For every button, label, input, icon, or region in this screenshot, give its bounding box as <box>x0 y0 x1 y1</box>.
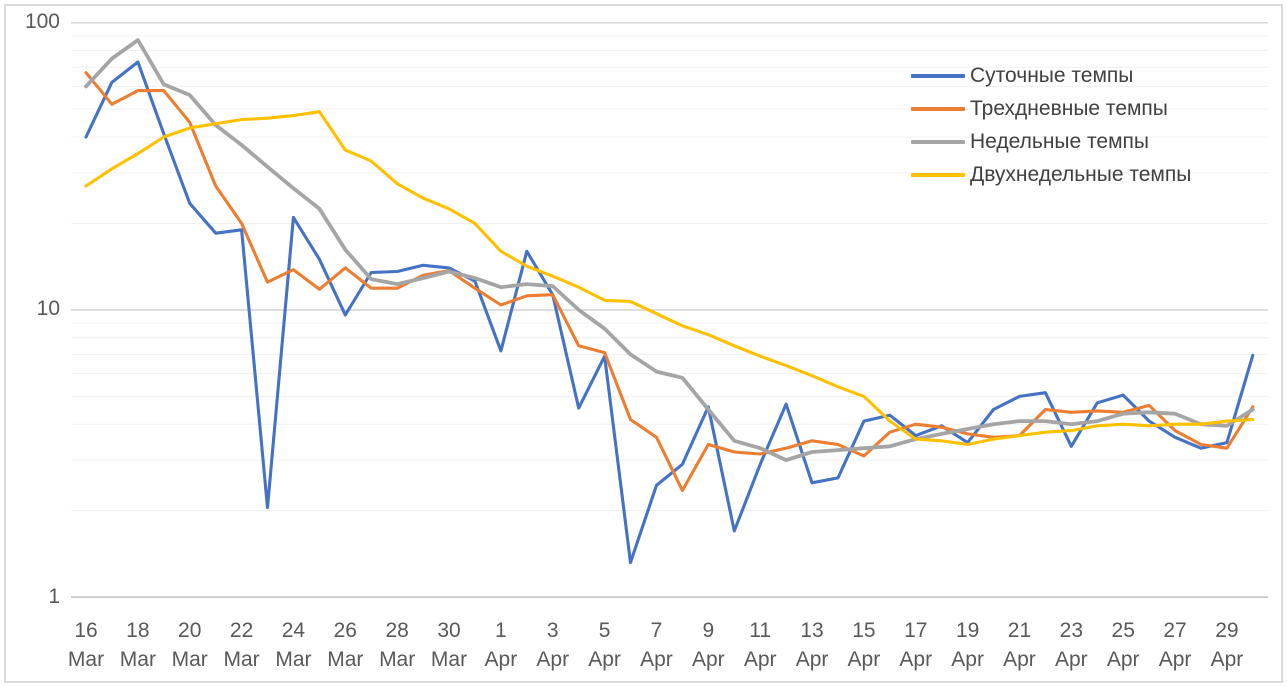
x-tick-label: Mar <box>275 648 311 671</box>
x-tick-label: Apr <box>1159 648 1192 671</box>
x-tick-label: 15 <box>852 619 875 642</box>
x-tick-label: Apr <box>951 648 984 671</box>
y-axis-tick-10: 10 <box>36 297 60 320</box>
legend-item-two-week: Двухнедельные темпы <box>911 158 1191 191</box>
x-tick-label: Mar <box>172 648 208 671</box>
x-tick-label: 21 <box>1008 619 1031 642</box>
legend-swatch-weekly <box>911 139 965 144</box>
x-tick-label: 26 <box>334 619 357 642</box>
legend-label-weekly: Недельные темпы <box>970 129 1149 153</box>
y-axis-tick-1: 1 <box>48 585 60 608</box>
x-tick-label: 7 <box>651 619 663 642</box>
legend-label-three-day: Трехдневные темпы <box>970 96 1168 120</box>
x-tick-label: 9 <box>702 619 714 642</box>
x-tick-label: 19 <box>956 619 979 642</box>
x-tick-label: Apr <box>899 648 932 671</box>
x-axis-labels: 16 Mar 18 Mar 20 Mar 22 Mar 24 Mar 26 Mar 28 Mar 30 Mar… <box>68 619 1243 671</box>
x-tick-label: Apr <box>536 648 569 671</box>
legend-swatch-two-week <box>911 172 965 177</box>
x-tick-label: 16 <box>74 619 97 642</box>
legend-swatch-three-day <box>911 106 965 111</box>
x-tick-label: Mar <box>431 648 467 671</box>
legend-item-three-day: Трехдневные темпы <box>911 92 1191 125</box>
x-tick-label: Apr <box>744 648 777 671</box>
series-lines <box>84 38 1255 565</box>
x-tick-label: 22 <box>230 619 253 642</box>
x-tick-label: 25 <box>1112 619 1135 642</box>
x-tick-label: Apr <box>692 648 725 671</box>
y-axis-tick-100: 100 <box>24 10 60 33</box>
x-tick-label: 1 <box>495 619 507 642</box>
series-line-daily <box>84 60 1255 565</box>
gridlines <box>71 21 1268 598</box>
legend-label-two-week: Двухнедельные темпы <box>970 162 1192 186</box>
legend: Суточные темпы Трехдневные темпы Недельн… <box>911 59 1191 191</box>
x-tick-label: 30 <box>437 619 460 642</box>
x-tick-label: Apr <box>485 648 518 671</box>
x-tick-label: 5 <box>599 619 611 642</box>
x-tick-label: Apr <box>796 648 829 671</box>
x-tick-label: 27 <box>1163 619 1186 642</box>
x-tick-label: Mar <box>327 648 363 671</box>
x-tick-label: Apr <box>588 648 621 671</box>
legend-label-daily: Суточные темпы <box>970 63 1134 87</box>
x-tick-label: Apr <box>1107 648 1140 671</box>
x-tick-label: 29 <box>1215 619 1238 642</box>
legend-item-daily: Суточные темпы <box>911 59 1191 92</box>
x-tick-label: Apr <box>848 648 881 671</box>
x-tick-label: 24 <box>282 619 306 642</box>
series-line-weekly <box>84 38 1255 463</box>
x-tick-label: 23 <box>1060 619 1083 642</box>
x-tick-label: Apr <box>1003 648 1036 671</box>
x-tick-label: 13 <box>800 619 823 642</box>
x-tick-label: Apr <box>1211 648 1244 671</box>
x-tick-label: 3 <box>547 619 559 642</box>
x-tick-label: Mar <box>223 648 259 671</box>
series-line-three-day <box>84 71 1255 493</box>
x-tick-label: 18 <box>126 619 149 642</box>
x-tick-label: Apr <box>1055 648 1088 671</box>
x-tick-label: 20 <box>178 619 201 642</box>
legend-item-weekly: Недельные темпы <box>911 125 1191 158</box>
legend-swatch-daily <box>911 73 965 78</box>
x-tick-label: Mar <box>68 648 104 671</box>
x-tick-label: Apr <box>640 648 673 671</box>
x-tick-label: Mar <box>120 648 156 671</box>
x-tick-label: 11 <box>749 619 771 642</box>
x-tick-label: 17 <box>904 619 927 642</box>
x-tick-label: Mar <box>379 648 415 671</box>
series-line-two-week <box>84 110 1255 447</box>
x-tick-label: 28 <box>385 619 408 642</box>
